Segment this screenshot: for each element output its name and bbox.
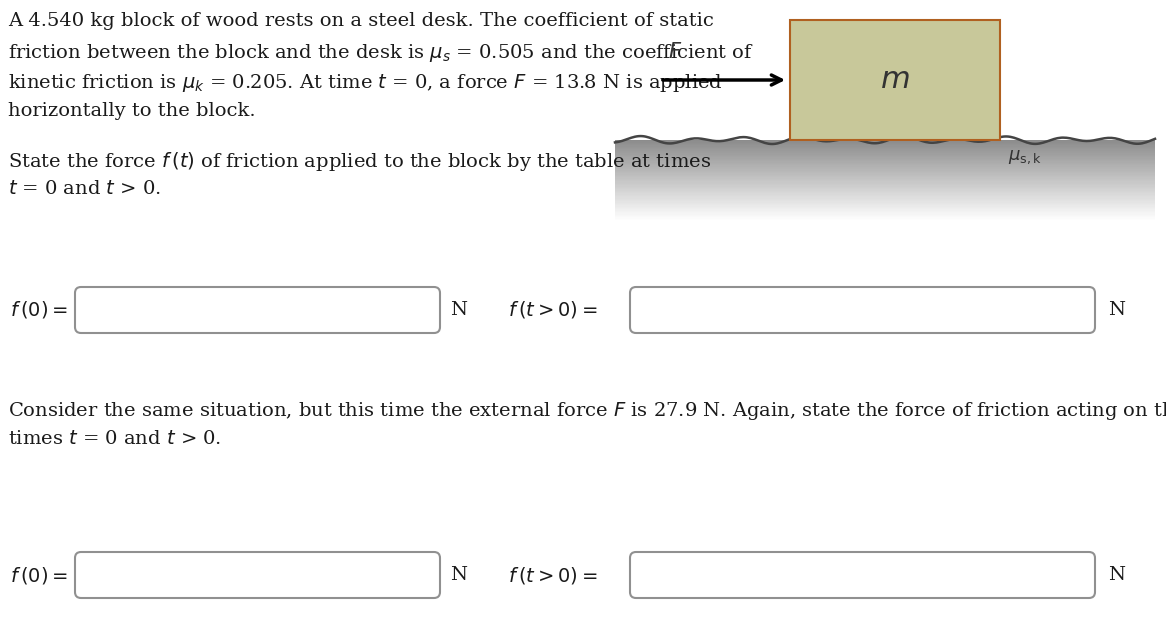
Bar — [614, 174, 1156, 175]
Text: times $t$ = 0 and $t$ > 0.: times $t$ = 0 and $t$ > 0. — [8, 430, 222, 448]
FancyBboxPatch shape — [630, 287, 1095, 333]
Bar — [614, 192, 1156, 194]
Bar — [614, 213, 1156, 215]
Bar — [614, 176, 1156, 177]
Bar — [614, 172, 1156, 174]
Bar — [791, 20, 1000, 140]
Text: friction between the block and the desk is $\mu_s$ = 0.505 and the coefficient o: friction between the block and the desk … — [8, 42, 753, 64]
Bar — [614, 203, 1156, 204]
Bar — [614, 170, 1156, 172]
Bar — [614, 206, 1156, 208]
Bar — [614, 189, 1156, 191]
Bar — [614, 144, 1156, 145]
Bar — [614, 205, 1156, 206]
Bar — [614, 158, 1156, 159]
Bar — [614, 197, 1156, 199]
Bar — [614, 165, 1156, 167]
Bar — [614, 186, 1156, 188]
Bar — [614, 140, 1156, 141]
Bar — [614, 177, 1156, 179]
Bar — [614, 200, 1156, 201]
Bar — [614, 160, 1156, 161]
Text: $f\,(0) =$: $f\,(0) =$ — [10, 300, 68, 320]
Bar — [614, 164, 1156, 165]
Text: $\mu_{\mathrm{s,k}}$: $\mu_{\mathrm{s,k}}$ — [1007, 148, 1042, 166]
Bar — [614, 215, 1156, 216]
Bar — [614, 211, 1156, 212]
Bar — [614, 204, 1156, 205]
Bar — [614, 149, 1156, 150]
Text: Consider the same situation, but this time the external force $F$ is 27.9 N. Aga: Consider the same situation, but this ti… — [8, 400, 1166, 422]
Text: $m$: $m$ — [880, 64, 909, 96]
Text: N: N — [450, 566, 468, 584]
Text: $F$: $F$ — [668, 42, 682, 62]
Bar — [614, 185, 1156, 186]
FancyBboxPatch shape — [630, 552, 1095, 598]
Bar — [614, 210, 1156, 211]
Bar — [614, 188, 1156, 189]
Bar — [614, 167, 1156, 168]
Text: $t$ = 0 and $t$ > 0.: $t$ = 0 and $t$ > 0. — [8, 180, 161, 198]
Bar — [614, 212, 1156, 213]
FancyBboxPatch shape — [75, 287, 440, 333]
Text: kinetic friction is $\mu_k$ = 0.205. At time $t$ = 0, a force $F$ = 13.8 N is ap: kinetic friction is $\mu_k$ = 0.205. At … — [8, 72, 723, 94]
Bar — [614, 159, 1156, 160]
Text: $f\,(t > 0) =$: $f\,(t > 0) =$ — [508, 300, 597, 320]
Text: N: N — [1108, 301, 1125, 319]
Bar — [614, 143, 1156, 144]
Bar — [614, 152, 1156, 153]
Bar — [614, 156, 1156, 158]
Bar — [614, 194, 1156, 195]
Text: $f\,(0) =$: $f\,(0) =$ — [10, 565, 68, 586]
Text: horizontally to the block.: horizontally to the block. — [8, 102, 255, 120]
Text: $f\,(t > 0) =$: $f\,(t > 0) =$ — [508, 565, 597, 586]
FancyBboxPatch shape — [75, 552, 440, 598]
Text: N: N — [450, 301, 468, 319]
Bar — [614, 161, 1156, 163]
Text: State the force $f\,(t)$ of friction applied to the block by the table at times: State the force $f\,(t)$ of friction app… — [8, 150, 711, 173]
Text: N: N — [1108, 566, 1125, 584]
Bar — [614, 183, 1156, 184]
Bar — [614, 141, 1156, 143]
Bar — [614, 179, 1156, 180]
Bar — [614, 201, 1156, 203]
Bar — [614, 199, 1156, 200]
Bar — [614, 169, 1156, 170]
Bar — [614, 155, 1156, 156]
Bar — [614, 196, 1156, 197]
Bar — [614, 195, 1156, 196]
Bar — [614, 184, 1156, 185]
Bar — [614, 216, 1156, 217]
Bar — [614, 175, 1156, 176]
Bar — [614, 191, 1156, 192]
Bar — [614, 181, 1156, 183]
Bar — [614, 180, 1156, 181]
Text: A 4.540 kg block of wood rests on a steel desk. The coefficient of static: A 4.540 kg block of wood rests on a stee… — [8, 12, 714, 30]
Bar — [614, 168, 1156, 169]
Bar — [614, 163, 1156, 164]
Bar — [614, 219, 1156, 220]
Bar — [614, 148, 1156, 149]
Bar — [614, 147, 1156, 148]
Bar — [614, 153, 1156, 155]
Bar — [614, 208, 1156, 210]
Bar — [614, 150, 1156, 152]
Bar — [614, 145, 1156, 147]
Bar — [614, 217, 1156, 219]
